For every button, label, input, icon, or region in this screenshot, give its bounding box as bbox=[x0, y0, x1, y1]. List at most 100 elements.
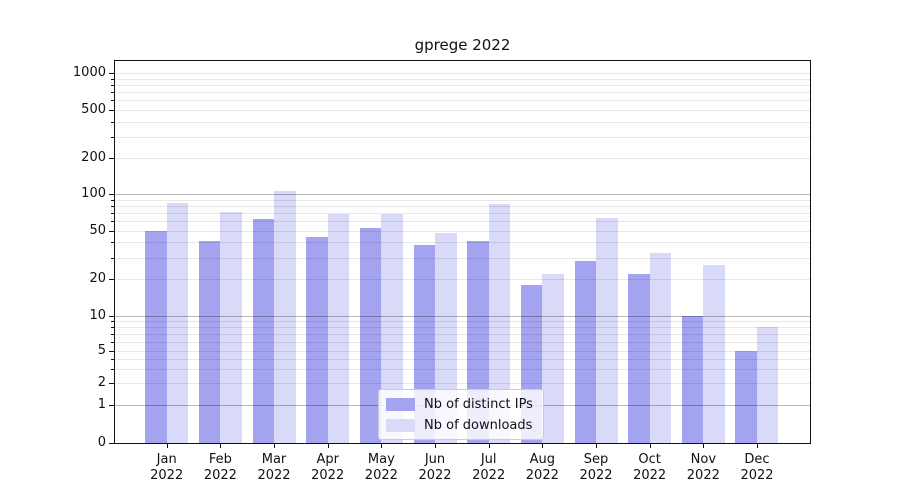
y-gridline-minor bbox=[115, 199, 810, 201]
legend-label: Nb of distinct IPs bbox=[424, 396, 533, 412]
x-tick-label: Oct 2022 bbox=[620, 452, 680, 484]
x-tick-label: Jul 2022 bbox=[459, 452, 519, 484]
y-tick-label: 5 bbox=[97, 343, 106, 358]
x-tick-label: Nov 2022 bbox=[673, 452, 733, 484]
x-tick bbox=[435, 444, 436, 448]
x-tick-year: 2022 bbox=[311, 468, 345, 483]
y-minor-tick bbox=[111, 212, 114, 214]
bar-apr-distinct-ips bbox=[306, 237, 328, 444]
y-tick bbox=[109, 351, 114, 352]
x-tick-year: 2022 bbox=[525, 468, 559, 483]
y-gridline-major bbox=[115, 194, 810, 195]
y-gridline-minor bbox=[115, 242, 810, 244]
bar-jan-downloads bbox=[166, 202, 189, 444]
y-gridline-minor bbox=[115, 78, 810, 80]
legend-entry-downloads: Nb of downloads bbox=[386, 416, 533, 434]
x-tick-month: Nov bbox=[690, 452, 717, 467]
x-tick-year: 2022 bbox=[364, 468, 398, 483]
x-tick-label: Jan 2022 bbox=[137, 452, 197, 484]
y-tick bbox=[109, 383, 114, 385]
x-tick bbox=[381, 444, 383, 448]
y-minor-tick bbox=[111, 220, 114, 222]
x-tick-month: Apr bbox=[316, 452, 339, 467]
bar-dec-distinct-ips bbox=[735, 351, 757, 444]
x-tick-label: Mar 2022 bbox=[244, 452, 304, 484]
x-tick bbox=[703, 444, 705, 448]
y-minor-tick bbox=[111, 327, 114, 329]
x-tick-month: Sep bbox=[583, 452, 609, 467]
x-tick-month: Jun bbox=[424, 452, 446, 467]
x-tick-label: Jun 2022 bbox=[405, 452, 465, 484]
y-gridline-minor bbox=[115, 358, 810, 360]
y-gridline-minor bbox=[115, 383, 810, 385]
bar-may-distinct-ips bbox=[359, 228, 382, 444]
y-minor-tick bbox=[111, 205, 114, 207]
y-gridline-minor bbox=[115, 220, 810, 222]
legend-entry-distinct-ips: Nb of distinct IPs bbox=[386, 395, 533, 413]
y-tick bbox=[109, 405, 114, 406]
x-tick-month: May bbox=[367, 452, 395, 467]
y-minor-tick bbox=[111, 369, 114, 370]
bar-feb-distinct-ips bbox=[198, 241, 221, 444]
x-tick-month: Mar bbox=[261, 452, 287, 467]
x-tick bbox=[166, 444, 168, 448]
bar-dec-downloads bbox=[756, 327, 779, 444]
y-gridline-minor bbox=[115, 341, 810, 343]
y-tick bbox=[109, 194, 114, 195]
bar-jan-distinct-ips bbox=[145, 230, 167, 444]
x-tick-label: Sep 2022 bbox=[566, 452, 626, 484]
x-tick bbox=[596, 444, 597, 448]
y-tick bbox=[109, 315, 114, 317]
x-tick-year: 2022 bbox=[633, 468, 667, 483]
y-minor-tick bbox=[111, 85, 114, 87]
x-tick-month: Jan bbox=[156, 452, 177, 467]
y-minor-tick bbox=[111, 78, 114, 80]
bar-jul-downloads bbox=[488, 204, 511, 444]
x-tick bbox=[649, 444, 651, 448]
x-tick-year: 2022 bbox=[579, 468, 613, 483]
bar-feb-downloads bbox=[220, 212, 242, 444]
legend-label: Nb of downloads bbox=[424, 417, 533, 433]
y-gridline-minor bbox=[115, 121, 810, 123]
bar-nov-downloads bbox=[703, 265, 725, 444]
x-tick-year: 2022 bbox=[472, 468, 506, 483]
x-tick-month: Jul bbox=[480, 452, 497, 467]
y-tick-label: 0 bbox=[97, 435, 106, 451]
y-tick bbox=[109, 110, 114, 111]
chart-title: gprege 2022 bbox=[414, 36, 511, 54]
y-minor-tick bbox=[111, 242, 114, 244]
y-gridline-minor bbox=[115, 85, 810, 87]
x-tick-year: 2022 bbox=[150, 468, 184, 483]
y-tick-label: 2 bbox=[97, 375, 106, 391]
x-tick-month: Oct bbox=[638, 452, 661, 467]
legend-swatch bbox=[386, 397, 415, 411]
y-tick-label: 200 bbox=[81, 150, 106, 166]
y-minor-tick bbox=[111, 333, 114, 335]
y-tick bbox=[109, 73, 114, 75]
x-tick bbox=[542, 444, 544, 448]
y-gridline-minor bbox=[115, 351, 810, 352]
y-gridline-minor bbox=[115, 257, 810, 259]
y-tick bbox=[109, 443, 114, 445]
y-gridline-minor bbox=[115, 110, 810, 111]
y-gridline-minor bbox=[115, 321, 810, 323]
y-tick-label: 20 bbox=[89, 271, 106, 287]
y-gridline-minor bbox=[115, 73, 810, 75]
bar-mar-distinct-ips bbox=[252, 219, 275, 444]
x-tick-year: 2022 bbox=[740, 468, 774, 483]
y-minor-tick bbox=[111, 358, 114, 360]
y-minor-tick bbox=[111, 341, 114, 343]
bar-mar-downloads bbox=[274, 190, 296, 444]
x-tick bbox=[327, 444, 329, 448]
legend: Nb of distinct IPs Nb of downloads bbox=[378, 389, 544, 440]
y-gridline-minor bbox=[115, 212, 810, 214]
y-gridline-minor bbox=[115, 136, 810, 138]
y-tick bbox=[109, 230, 114, 232]
bar-may-downloads bbox=[381, 213, 403, 444]
x-tick-month: Dec bbox=[744, 452, 770, 467]
bar-apr-downloads bbox=[327, 214, 350, 444]
y-gridline-minor bbox=[115, 205, 810, 207]
y-gridline-minor bbox=[115, 279, 810, 281]
